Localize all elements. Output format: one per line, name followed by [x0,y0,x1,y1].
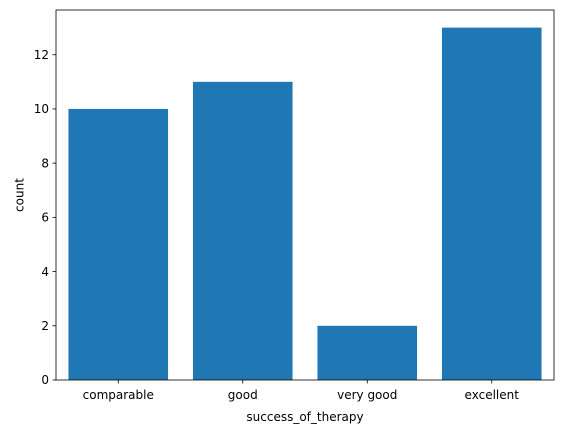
x-tick-label: good [228,388,258,402]
x-axis-label: success_of_therapy [246,410,363,424]
bar-comparable [68,109,168,380]
x-tick-label: very good [337,388,397,402]
y-tick-label: 2 [41,319,49,333]
bars-group [68,28,541,380]
x-axis: comparable good very good excellent [83,380,520,402]
y-axis-label: count [13,178,27,212]
bar-very-good [317,326,417,380]
y-tick-label: 0 [41,373,49,387]
bar-excellent [442,28,542,380]
y-tick-label: 6 [41,211,49,225]
x-tick-label: comparable [83,388,154,402]
y-axis: 0 2 4 6 8 10 12 [34,48,56,387]
y-tick-label: 10 [34,102,49,116]
y-tick-label: 12 [34,48,49,62]
y-tick-label: 4 [41,265,49,279]
bar-good [193,82,293,380]
y-tick-label: 8 [41,156,49,170]
x-tick-label: excellent [465,388,520,402]
